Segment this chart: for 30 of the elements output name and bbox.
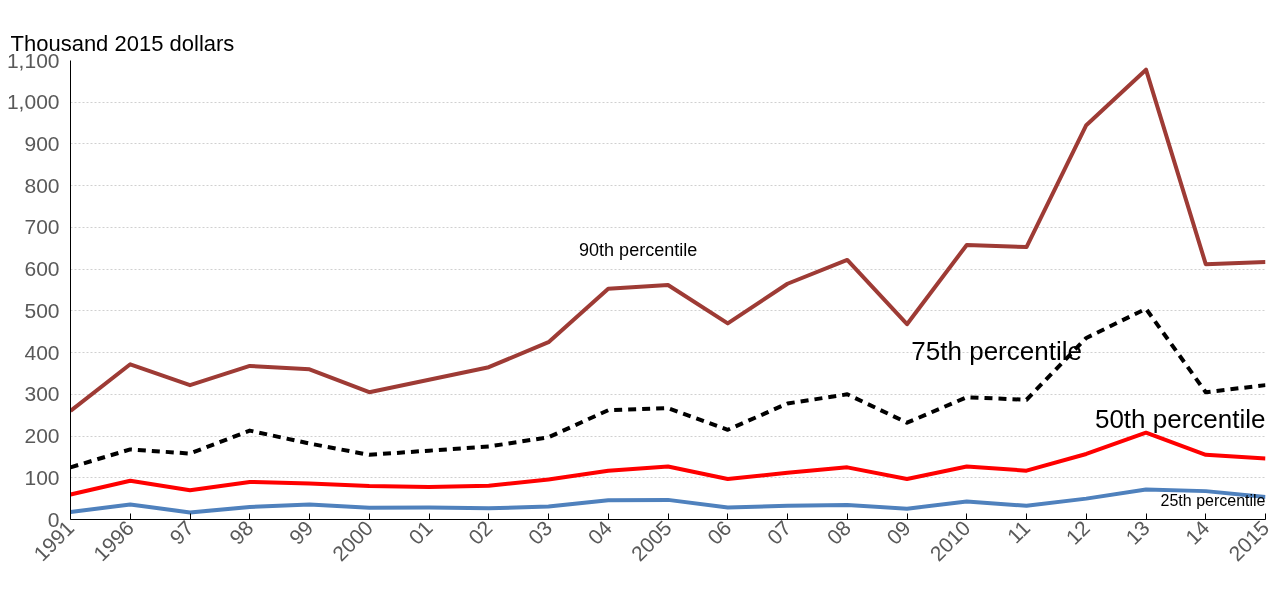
x-tick-label: 14 xyxy=(1180,515,1214,549)
x-tick-label: 98 xyxy=(224,516,258,549)
x-tick-label: 03 xyxy=(523,516,557,549)
y-tick-label: 300 xyxy=(24,382,60,406)
y-tick-label: 700 xyxy=(24,215,60,239)
series-label: 50th percentile xyxy=(1094,403,1266,434)
x-tick-label: 06 xyxy=(702,516,736,549)
y-tick-label: 200 xyxy=(24,424,60,448)
series-label: 75th percentile xyxy=(911,336,1082,367)
text: 90th percentile xyxy=(579,239,698,260)
x-tick-label: 07 xyxy=(762,516,796,549)
y-tick-label: 800 xyxy=(24,173,60,197)
x-tick-label: 02 xyxy=(463,516,497,549)
y-tick-label: 600 xyxy=(24,257,60,281)
line-series xyxy=(70,487,1266,515)
x-tick-label: 97 xyxy=(164,516,198,549)
y-tick-label: 1,000 xyxy=(6,90,60,114)
x-tick-label: 08 xyxy=(822,516,856,549)
series-label: 25th percentile xyxy=(1160,491,1266,509)
x-tick-label: 13 xyxy=(1120,516,1154,549)
x-tick-label: 11 xyxy=(1002,516,1035,548)
x-tick-label: 01 xyxy=(403,516,437,549)
y-tick-label: 400 xyxy=(24,340,60,364)
x-tick-label: 04 xyxy=(583,515,617,549)
y-tick-label: 500 xyxy=(24,298,60,322)
y-tick-label: 100 xyxy=(24,465,60,489)
x-tick-label: 99 xyxy=(284,516,318,549)
x-tick-label: 09 xyxy=(881,516,915,549)
y-tick-label: 900 xyxy=(24,131,60,155)
x-tick-label: 12 xyxy=(1061,516,1095,549)
